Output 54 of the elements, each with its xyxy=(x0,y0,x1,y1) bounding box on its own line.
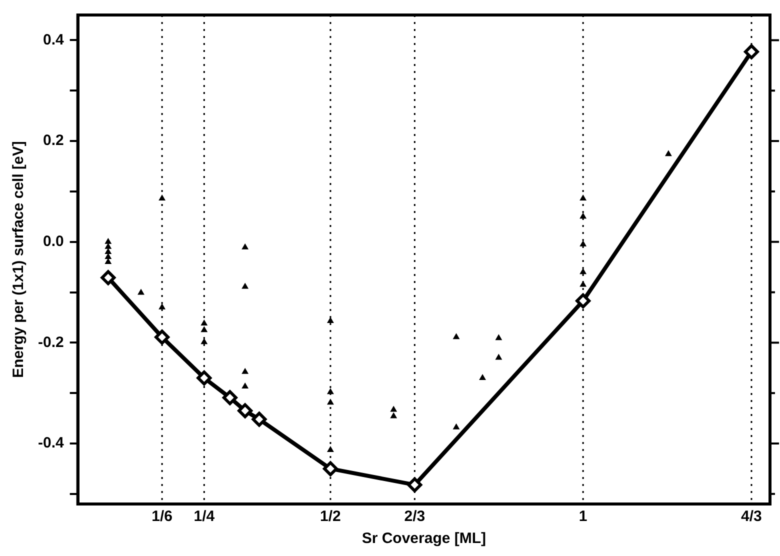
y-tick-label: 0.0 xyxy=(42,232,64,250)
point xyxy=(326,317,334,324)
point xyxy=(100,270,116,286)
point xyxy=(252,412,267,427)
point xyxy=(390,406,398,412)
point xyxy=(744,44,759,60)
x-tick-label: 1 xyxy=(578,508,588,526)
point xyxy=(407,477,422,492)
point xyxy=(104,242,112,249)
point xyxy=(104,248,112,254)
x-tick-label: 2/3 xyxy=(404,508,426,526)
point xyxy=(580,280,587,287)
point xyxy=(242,243,249,250)
point xyxy=(158,303,166,310)
point xyxy=(242,368,249,374)
y-tick-label: 0.4 xyxy=(42,31,64,48)
point xyxy=(242,282,249,289)
point xyxy=(158,194,166,200)
point xyxy=(104,258,112,264)
point xyxy=(495,334,502,340)
point xyxy=(222,390,238,406)
point xyxy=(242,382,249,389)
point xyxy=(452,423,460,430)
point xyxy=(200,320,208,326)
x-tick-label: 1/4 xyxy=(194,508,216,526)
point xyxy=(580,194,587,200)
point xyxy=(196,370,212,386)
x-axis-title: Sr Coverage [ML] xyxy=(362,530,486,548)
point xyxy=(326,446,334,452)
point xyxy=(326,398,334,405)
x-tick-label: 1/6 xyxy=(152,508,172,526)
point xyxy=(576,293,591,308)
point xyxy=(452,333,460,340)
point xyxy=(138,288,144,295)
y-tick-label: 0.2 xyxy=(42,132,64,150)
point xyxy=(495,354,502,360)
x-tick-label: 4/3 xyxy=(741,508,762,526)
point xyxy=(580,240,587,246)
y-tick-label: -0.2 xyxy=(38,334,64,351)
point xyxy=(479,374,486,380)
point xyxy=(200,326,208,332)
point xyxy=(154,330,170,345)
point xyxy=(200,338,208,344)
point xyxy=(390,412,398,418)
y-axis-title: Energy per (1x1) surface cell [eV] xyxy=(10,141,28,378)
point xyxy=(326,388,334,394)
point xyxy=(104,238,112,244)
point xyxy=(664,150,672,156)
point xyxy=(580,268,587,274)
y-tick-label: -0.4 xyxy=(38,434,64,452)
x-tick-label: 1/2 xyxy=(320,508,341,526)
point xyxy=(238,403,253,418)
point xyxy=(322,461,338,476)
point xyxy=(580,212,587,219)
